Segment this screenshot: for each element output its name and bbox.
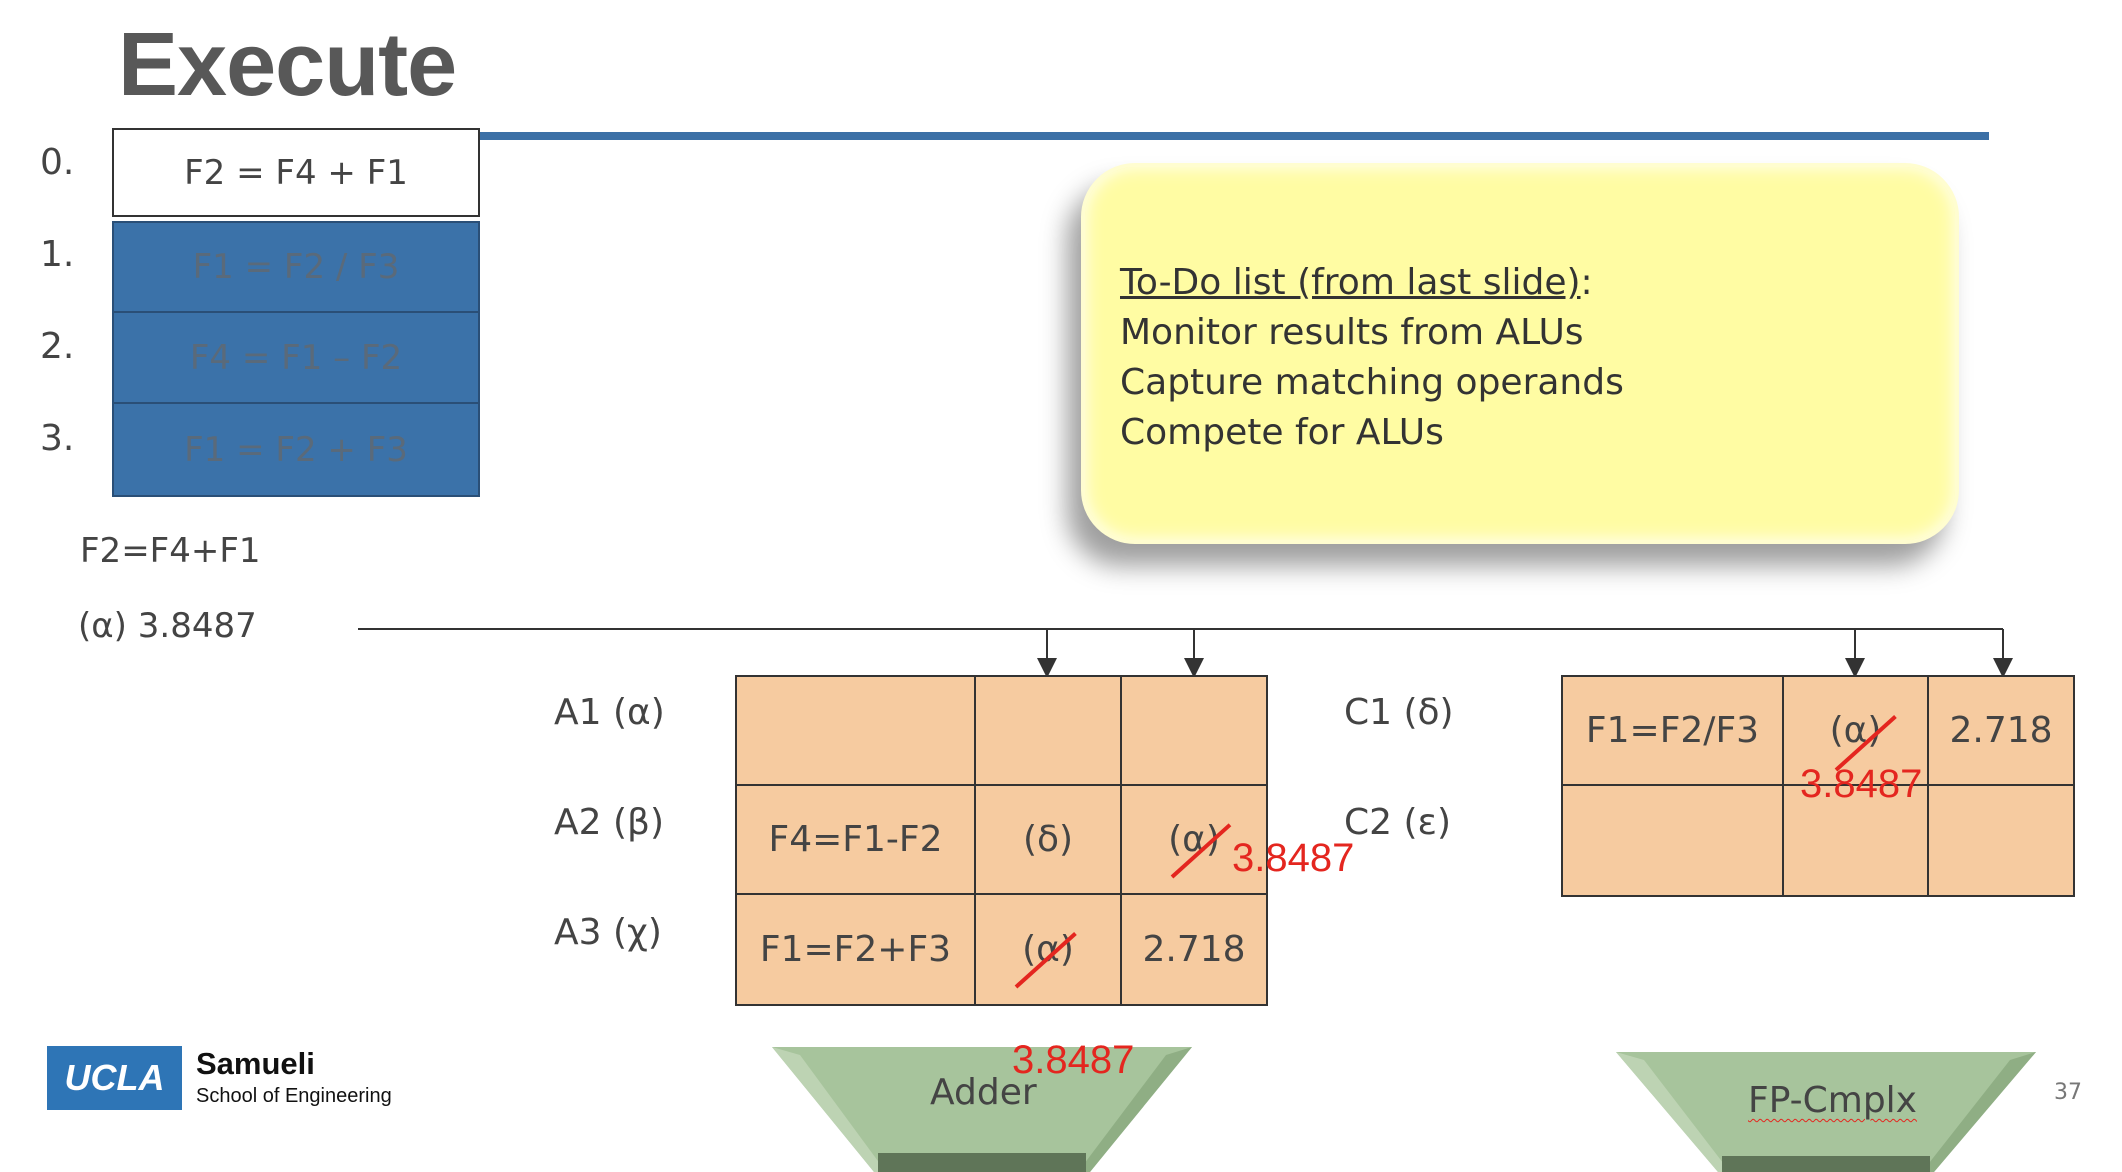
rs-cell: (α) xyxy=(974,893,1122,1006)
line-number: 0. xyxy=(40,142,75,183)
slide-title: Execute xyxy=(118,15,457,115)
title-rule xyxy=(480,132,1989,140)
rs-label-a2: A2 (β) xyxy=(554,802,665,843)
rs-cell: F1=F2/F3 xyxy=(1561,675,1784,786)
rs-label-a3: A3 (χ) xyxy=(554,912,662,953)
adder-result: 3.8487 xyxy=(1012,1038,1135,1082)
rs-cell: F1=F2+F3 xyxy=(735,893,976,1006)
logo-school: School of Engineering xyxy=(196,1085,392,1107)
rs-cell: 2.718 xyxy=(1120,893,1268,1006)
rs-cell: 2.718 xyxy=(1927,675,2075,786)
line-number: 1. xyxy=(40,234,75,275)
todo-item: Monitor results from ALUs xyxy=(1120,312,1584,353)
todo-item: Capture matching operands xyxy=(1120,362,1624,403)
rs-cell xyxy=(1561,784,1784,897)
instruction-row: F1 = F2 + F3 xyxy=(112,402,480,497)
todo-title: To-Do list (from last slide): xyxy=(1120,262,1593,303)
forwarded-value: 3.8487 xyxy=(1232,836,1355,880)
rs-label-c1: C1 (δ) xyxy=(1344,692,1454,733)
line-number: 3. xyxy=(40,418,75,459)
page-number: 37 xyxy=(2054,1080,2082,1105)
rs-cell: (δ) xyxy=(974,784,1122,895)
line-number: 2. xyxy=(40,326,75,367)
rs-cell xyxy=(974,675,1122,786)
adder-label: Adder xyxy=(930,1072,1037,1113)
rs-label-c2: C2 (ε) xyxy=(1344,802,1452,843)
instruction-row: F1 = F2 / F3 xyxy=(112,221,480,313)
rs-cell: F4=F1-F2 xyxy=(735,784,976,895)
forwarded-value: 3.8487 xyxy=(1800,762,1923,806)
rs-cell xyxy=(1120,675,1268,786)
broadcast-tag-value: (α) 3.8487 xyxy=(78,606,257,646)
rs-label-a1: A1 (α) xyxy=(554,692,665,733)
ucla-logo: UCLA xyxy=(47,1046,182,1110)
todo-item: Compete for ALUs xyxy=(1120,412,1444,453)
fp-cmplx-label: FP-Cmplx xyxy=(1748,1080,1917,1121)
rs-cell xyxy=(1927,784,2075,897)
rs-cell xyxy=(735,675,976,786)
adder-unit xyxy=(772,1047,1192,1172)
todo-callout xyxy=(1081,163,1959,544)
fp-cmplx-unit xyxy=(1616,1052,2036,1172)
instruction-row: F4 = F1 – F2 xyxy=(112,311,480,404)
instruction-row: F2 = F4 + F1 xyxy=(112,128,480,217)
rs-cell: (α) xyxy=(1120,784,1268,895)
logo-samueli: Samueli xyxy=(196,1046,315,1081)
broadcast-instruction: F2=F4+F1 xyxy=(80,531,261,571)
